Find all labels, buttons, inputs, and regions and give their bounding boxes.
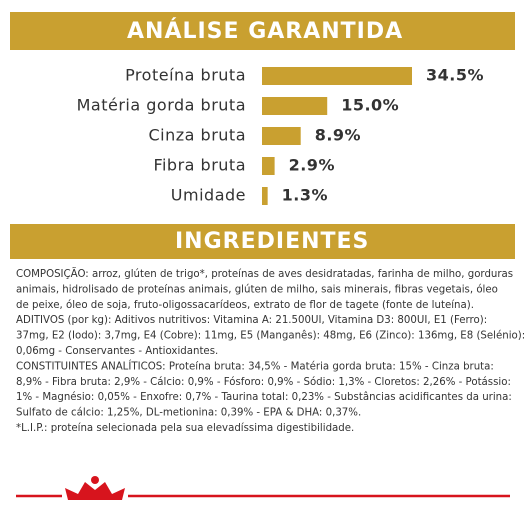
ingredient-line: 1% - Magnésio: 0,05% - Enxofre: 0,7% - T… <box>16 391 512 403</box>
value-label: 1.3% <box>282 186 328 205</box>
ingredient-line: *L.I.P.: proteína selecionada pela sua e… <box>16 422 354 434</box>
bar <box>262 187 268 205</box>
ingredient-line: 37mg, E2 (Iodo): 3,7mg, E4 (Cobre): 11mg… <box>16 330 525 342</box>
value-label: 15.0% <box>341 96 399 115</box>
brand-footer <box>16 476 510 500</box>
ingredients-title: INGREDIENTES <box>175 229 369 254</box>
ingredient-line: de peixe, óleo de soja, fruto-oligossaca… <box>16 299 474 311</box>
category-label: Proteína bruta <box>125 66 246 85</box>
bar <box>262 127 301 145</box>
bar <box>262 67 412 85</box>
ingredient-line: 0,06mg - Conservantes - Antioxidantes. <box>16 346 218 357</box>
bar <box>262 157 275 175</box>
category-label: Fibra bruta <box>153 156 246 175</box>
value-label: 34.5% <box>426 66 484 85</box>
ingredient-line: CONSTITUINTES ANALÍTICOS: Proteína bruta… <box>16 359 494 372</box>
ingredient-line: ADITIVOS (por kg): Aditivos nutritivos: … <box>16 315 487 326</box>
value-label: 8.9% <box>315 126 361 145</box>
analysis-banner <box>10 12 515 50</box>
ingredient-line: animais, hidrolisado de proteínas animai… <box>16 283 498 295</box>
ingredient-line: COMPOSIÇÃO: arroz, glúten de trigo*, pro… <box>16 267 513 280</box>
value-label: 2.9% <box>289 156 335 175</box>
ingredient-line: 8,9% - Fibra bruta: 2,9% - Cálcio: 0,9% … <box>16 376 511 388</box>
category-label: Cinza bruta <box>149 126 247 145</box>
category-label: Umidade <box>171 186 246 205</box>
category-label: Matéria gorda bruta <box>77 96 246 115</box>
ingredient-line: Sulfato de cálcio: 1,25%, DL-metionina: … <box>16 407 361 419</box>
ingredients-banner <box>10 224 515 259</box>
analysis-title: ANÁLISE GARANTIDA <box>127 18 403 44</box>
bar <box>262 97 328 115</box>
